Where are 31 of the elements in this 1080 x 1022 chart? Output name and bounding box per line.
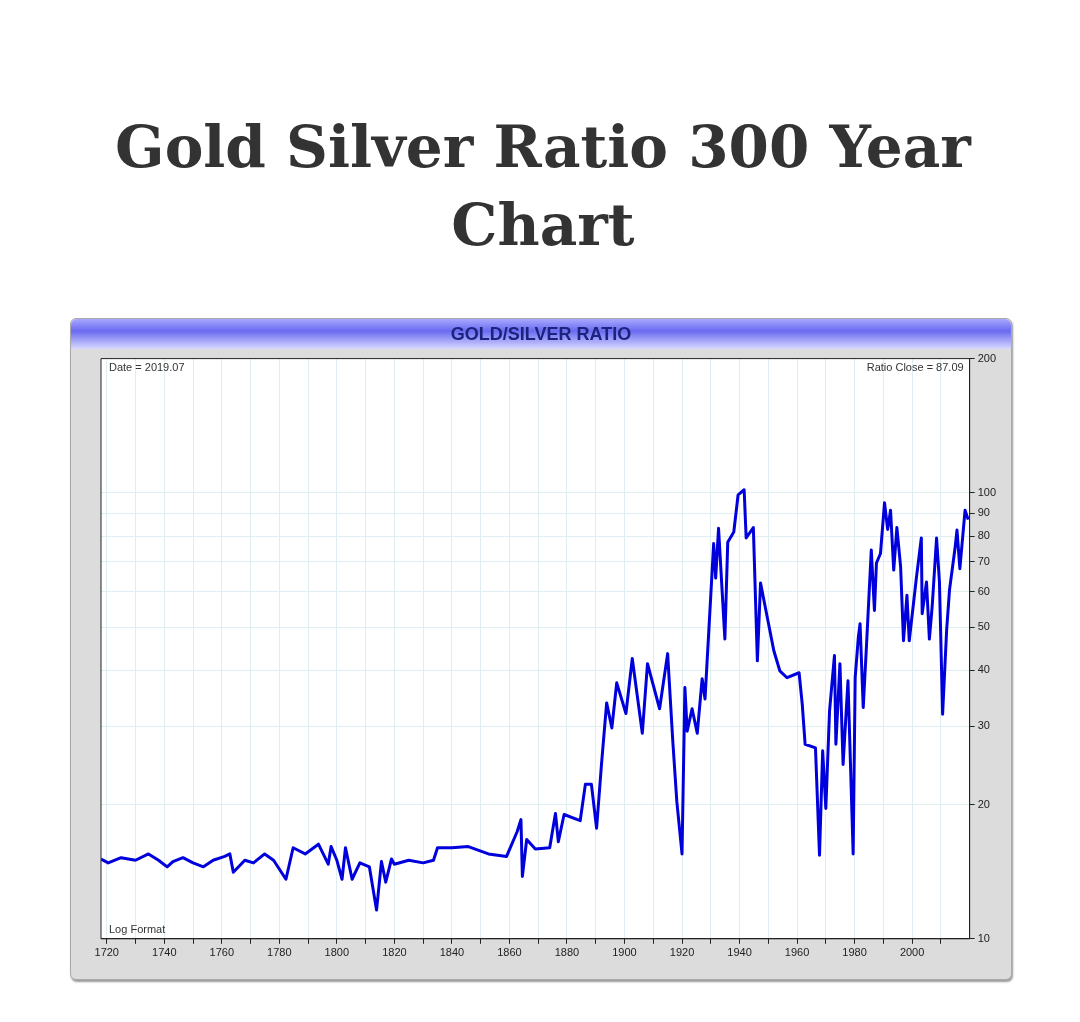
x-tick-label: 1740 (152, 946, 177, 959)
y-tick-label: 70 (977, 554, 990, 567)
y-tick-label: 60 (977, 584, 990, 597)
y-tick-label: 90 (977, 506, 990, 519)
x-tick-label: 1880 (554, 946, 580, 959)
x-tick-label: 1840 (439, 946, 465, 959)
x-tick-label: 1900 (612, 946, 637, 959)
y-tick-label: 100 (977, 485, 997, 498)
x-tick-label: 1760 (209, 946, 235, 959)
x-tick-label: 1820 (382, 946, 407, 959)
x-tick-label: 2000 (899, 946, 925, 959)
y-tick-label: 50 (977, 620, 990, 633)
annotation: Date = 2019.07 (109, 361, 185, 374)
x-tick-label: 1720 (94, 946, 119, 959)
x-tick-label: 1960 (784, 946, 810, 959)
x-tick-label: 1780 (267, 946, 292, 959)
annotation: Ratio Close = 87.09 (866, 361, 964, 374)
chart-subtitle: GOLD/SILVER RATIO (71, 319, 1011, 349)
y-tick-label: 40 (977, 663, 990, 676)
y-tick-label: 10 (977, 931, 990, 944)
x-tick-label: 1920 (669, 946, 695, 959)
x-tick-label: 1980 (842, 946, 867, 959)
x-tick-label: 1860 (497, 946, 522, 959)
y-tick-label: 20 (977, 797, 990, 810)
x-tick-label: 1940 (727, 946, 752, 959)
annotation: Log Format (109, 923, 166, 936)
x-tick-label: 1800 (324, 946, 350, 959)
y-tick-label: 200 (977, 351, 997, 364)
chart-title: Gold Silver Ratio 300 Year Chart (114, 112, 973, 261)
y-tick-label: 30 (977, 719, 990, 732)
y-tick-label: 80 (977, 529, 990, 542)
